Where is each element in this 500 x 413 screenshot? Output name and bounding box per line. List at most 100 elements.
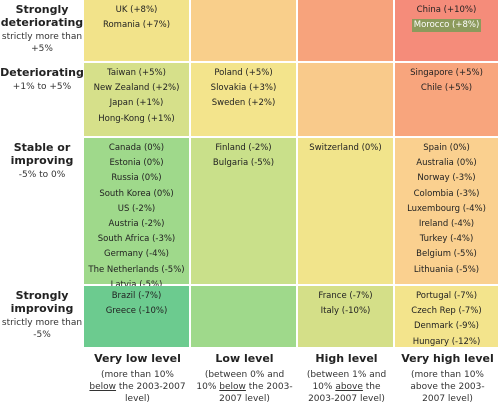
country-label: New Zealand (+2%) xyxy=(93,83,180,94)
country-label: Taiwan (+5%) xyxy=(107,68,166,78)
country-label: Spain (0%) xyxy=(423,143,470,153)
country-item: Norway (-3%) xyxy=(395,171,498,186)
country-label: Lithuania (-5%) xyxy=(413,264,480,275)
country-item: Austria (-2%) xyxy=(84,217,189,232)
country-item: Australia (0%) xyxy=(395,156,498,171)
country-item: Hungary (-12%) xyxy=(395,335,498,350)
country-label: The Netherlands (-5%) xyxy=(88,264,185,275)
column-subtitle: (more than 10% below the 2003-2007 level… xyxy=(88,369,187,405)
country-item: Chile (+5%) xyxy=(395,81,498,96)
country-label: Portugal (-7%) xyxy=(415,291,478,301)
country-label: South Korea (0%) xyxy=(99,188,174,199)
country-item: Czech Rep (-7%) xyxy=(395,304,498,319)
country-label: Japan (+1%) xyxy=(109,98,164,109)
row-header: Stable or improving -5% to 0% xyxy=(0,141,84,181)
cell xyxy=(298,63,395,138)
country-item: Japan (+1%) xyxy=(84,96,189,111)
column-header: Very low level (more than 10% below the 2… xyxy=(88,352,187,405)
country-label: Chile (+5%) xyxy=(420,83,473,94)
country-item: Denmark (-9%) xyxy=(395,319,498,334)
row-subtitle: strictly more than -5% xyxy=(1,318,83,340)
country-item: Hong-Kong (+1%) xyxy=(84,112,189,127)
country-item: Sweden (+2%) xyxy=(191,96,296,111)
country-label: Colombia (-3%) xyxy=(413,188,480,199)
country-item: South Korea (0%) xyxy=(84,187,189,202)
country-item: Greece (-10%) xyxy=(84,304,189,319)
column-title: Very high level xyxy=(401,352,494,365)
country-label: Latvia (-5%) xyxy=(110,279,163,290)
country-item: Bulgaria (-5%) xyxy=(191,156,296,171)
column-header: High level (between 1% and 10% above the … xyxy=(302,352,391,405)
row-subtitle: -5% to 0% xyxy=(18,170,66,180)
country-item: Romania (+7%) xyxy=(84,18,189,33)
cell: Finland (-2%) Bulgaria (-5%) xyxy=(191,138,298,286)
country-item: Lithuania (-5%) xyxy=(395,263,498,278)
country-label: Australia (0%) xyxy=(416,158,477,169)
country-label: Turkey (-4%) xyxy=(419,234,474,245)
column-header: Very high level (more than 10% above the … xyxy=(399,352,496,405)
cell xyxy=(191,286,298,349)
country-label: Finland (-2%) xyxy=(215,143,272,153)
country-item: Colombia (-3%) xyxy=(395,187,498,202)
country-label: Luxembourg (-4%) xyxy=(407,203,486,214)
country-label: Singapore (+5%) xyxy=(410,68,483,78)
row-title: Stable or improving xyxy=(10,141,74,167)
country-label: Russia (0%) xyxy=(111,173,162,184)
country-label: Estonia (0%) xyxy=(109,158,164,169)
country-item: Italy (-10%) xyxy=(298,304,393,319)
country-label: Brazil (-7%) xyxy=(111,291,162,301)
column-title: High level xyxy=(315,352,378,365)
country-label: China (+10%) xyxy=(416,5,477,15)
row-subtitle: +1% to +5% xyxy=(12,82,72,92)
country-label: South Africa (-3%) xyxy=(97,234,176,245)
country-item: Canada (0%) xyxy=(84,141,189,156)
country-label: Belgium (-5%) xyxy=(416,249,477,260)
country-label: Germany (-4%) xyxy=(104,249,169,260)
country-label: Morocco (+8%) xyxy=(411,19,482,33)
cell: Spain (0%) Australia (0%) Norway (-3%) Colo… xyxy=(395,138,500,286)
country-item: UK (+8%) xyxy=(84,3,189,18)
country-label: Italy (-10%) xyxy=(320,306,371,317)
country-item: Poland (+5%) xyxy=(191,66,296,81)
country-item: Luxembourg (-4%) xyxy=(395,202,498,217)
row-header: Deteriorating +1% to +5% xyxy=(0,66,84,93)
country-label: US (-2%) xyxy=(117,203,156,214)
country-item: Germany (-4%) xyxy=(84,247,189,262)
country-item: Latvia (-5%) xyxy=(84,278,189,293)
country-item: Turkey (-4%) xyxy=(395,232,498,247)
cell: Switzerland (0%) xyxy=(298,138,395,286)
cell: China (+10%) Morocco (+8%) xyxy=(395,0,500,63)
row-header: Strongly improving strictly more than -5% xyxy=(0,289,84,341)
country-label: Slovakia (+3%) xyxy=(210,83,277,94)
cell: Canada (0%) Estonia (0%) Russia (0%) South … xyxy=(84,138,191,290)
cell: Portugal (-7%) Czech Rep (-7%) Denmark (-9… xyxy=(395,286,500,349)
country-item: South Africa (-3%) xyxy=(84,232,189,247)
country-label: Czech Rep (-7%) xyxy=(411,306,482,317)
row-title: Strongly improving xyxy=(10,289,74,315)
country-label: Denmark (-9%) xyxy=(414,321,479,332)
country-label: Romania (+7%) xyxy=(102,20,171,31)
country-label: Greece (-10%) xyxy=(105,306,168,317)
row-title: Deteriorating xyxy=(0,66,84,79)
country-label: Poland (+5%) xyxy=(214,68,273,78)
subtitle-part: below xyxy=(219,382,246,392)
country-item: Singapore (+5%) xyxy=(395,66,498,81)
country-label: Norway (-3%) xyxy=(417,173,476,184)
country-label: Sweden (+2%) xyxy=(211,98,276,109)
country-item: Russia (0%) xyxy=(84,171,189,186)
subtitle-part: the 2003-2007 level) xyxy=(116,382,186,404)
country-item: New Zealand (+2%) xyxy=(84,81,189,96)
country-label: Hungary (-12%) xyxy=(412,336,481,347)
subtitle-part: below xyxy=(89,382,117,392)
country-item: China (+10%) xyxy=(395,3,498,18)
subtitle-part: the 2003-2007 level) xyxy=(308,382,385,404)
subtitle-part: the 2003-2007 level) xyxy=(219,382,293,404)
subtitle-part: (between 0% and 10% xyxy=(196,370,285,392)
country-label: Switzerland (0%) xyxy=(309,143,382,153)
row-title: Strongly deteriorating xyxy=(0,3,84,29)
cell: UK (+8%) Romania (+7%) xyxy=(84,0,191,63)
country-label: Austria (-2%) xyxy=(108,219,165,230)
country-label: France (-7%) xyxy=(318,291,373,301)
country-label: Bulgaria (-5%) xyxy=(212,158,275,169)
